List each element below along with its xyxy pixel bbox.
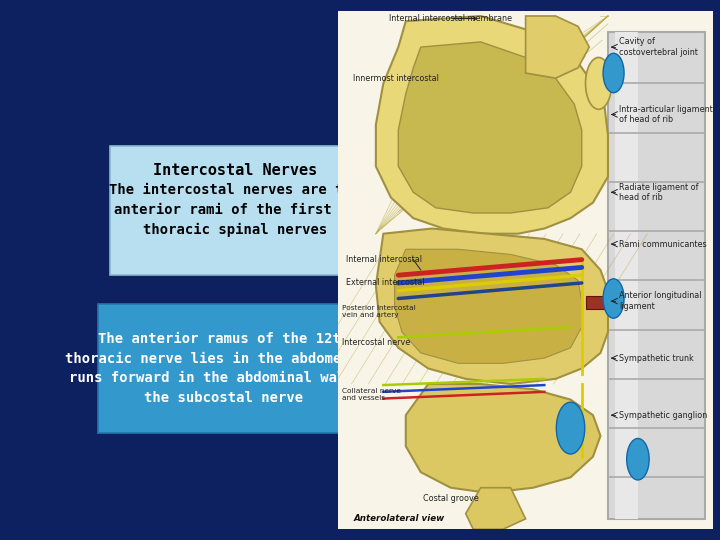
Text: Intercostal nerve: Intercostal nerve <box>342 338 410 347</box>
Ellipse shape <box>585 57 612 109</box>
Text: Posterior intercostal
vein and artery: Posterior intercostal vein and artery <box>342 305 416 318</box>
Ellipse shape <box>603 53 624 93</box>
FancyBboxPatch shape <box>99 304 349 433</box>
Text: Internal intercostal membrane: Internal intercostal membrane <box>390 14 512 23</box>
Polygon shape <box>395 249 582 363</box>
Text: Sympathetic trunk: Sympathetic trunk <box>619 354 694 363</box>
Ellipse shape <box>626 438 649 480</box>
Polygon shape <box>376 16 608 234</box>
FancyBboxPatch shape <box>109 146 361 275</box>
Ellipse shape <box>557 402 585 454</box>
Polygon shape <box>466 488 526 529</box>
Text: Anterolateral view: Anterolateral view <box>354 515 445 523</box>
Text: Internal intercostal: Internal intercostal <box>346 255 422 264</box>
Ellipse shape <box>603 279 624 318</box>
Text: Cavity of
costovertebral joint: Cavity of costovertebral joint <box>619 37 698 57</box>
Text: Intercostal Nerves: Intercostal Nerves <box>153 163 318 178</box>
Text: Radiate ligament of
head of rib: Radiate ligament of head of rib <box>619 183 698 202</box>
Bar <box>585 296 608 309</box>
Polygon shape <box>376 228 608 384</box>
Text: Innermost intercostal: Innermost intercostal <box>354 73 439 83</box>
Bar <box>616 31 638 519</box>
Polygon shape <box>526 16 589 78</box>
Text: The intercostal nerves are the
anterior rami of the first 11
thoracic spinal ner: The intercostal nerves are the anterior … <box>109 183 361 237</box>
Text: Collateral nerve
and vessels: Collateral nerve and vessels <box>342 388 401 401</box>
Text: Sympathetic ganglion: Sympathetic ganglion <box>619 410 708 420</box>
Text: Anterior longitudinal
ligament: Anterior longitudinal ligament <box>619 292 702 311</box>
Text: The anterior ramus of the 12th
thoracic nerve lies in the abdomen and
runs forwa: The anterior ramus of the 12th thoracic … <box>65 332 383 404</box>
Polygon shape <box>398 42 582 213</box>
Polygon shape <box>406 384 600 493</box>
Text: Costal groove: Costal groove <box>423 494 479 503</box>
Text: Intra-articular ligament
of head of rib: Intra-articular ligament of head of rib <box>619 105 713 124</box>
Text: Rami communicantes: Rami communicantes <box>619 240 707 248</box>
Bar <box>608 31 706 519</box>
Text: External intercostal: External intercostal <box>346 279 424 287</box>
